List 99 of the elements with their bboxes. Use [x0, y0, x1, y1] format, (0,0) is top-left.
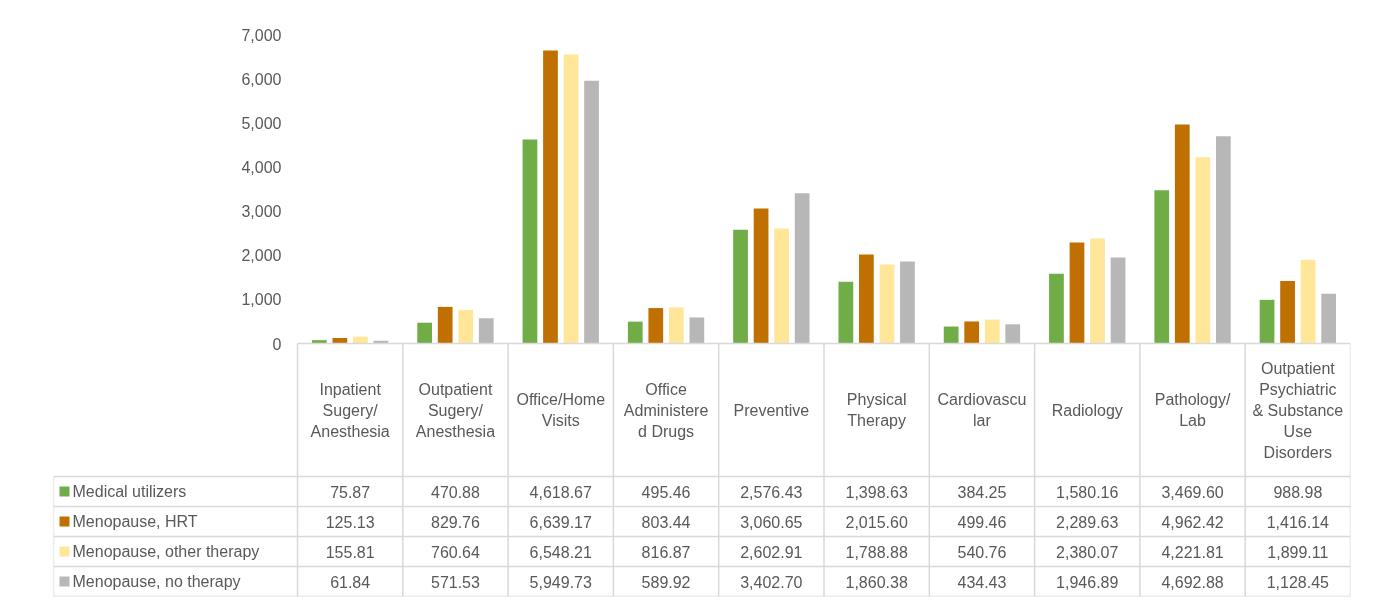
data-label: 4,618.67: [529, 483, 592, 501]
bar: [879, 264, 895, 344]
y-tick-label: 4,000: [241, 158, 282, 176]
bar: [984, 319, 1000, 344]
y-tick-label: 1,000: [241, 291, 282, 309]
data-label: 2,380.07: [1056, 543, 1119, 561]
bar: [1049, 273, 1064, 344]
bar: [417, 322, 433, 344]
y-tick-label: 6,000: [241, 70, 282, 88]
bar: [943, 326, 959, 344]
bar: [774, 228, 789, 344]
bar: [1280, 280, 1295, 344]
bar: [900, 261, 915, 344]
bar: [478, 318, 494, 344]
data-label: 4,221.81: [1161, 543, 1224, 561]
legend-label: Menopause, no therapy: [72, 573, 241, 590]
data-label: 803.44: [641, 513, 691, 531]
bar: [1090, 238, 1105, 344]
data-label: 3,402.70: [740, 573, 803, 591]
legend-label: Medical utilizers: [72, 483, 187, 500]
data-label: 1,860.38: [845, 573, 908, 591]
bar: [1215, 136, 1231, 344]
bar: [689, 317, 705, 344]
y-tick-label: 2,000: [241, 247, 282, 265]
x-tick-label: Inpatient Sugery/ Anesthesia: [310, 380, 390, 440]
data-label: 571.53: [430, 573, 481, 591]
bar: [1195, 157, 1211, 344]
data-label: 6,548.21: [529, 543, 592, 561]
bar: [838, 281, 854, 344]
bar: [1259, 299, 1275, 344]
bar: [437, 306, 453, 344]
bar: [311, 340, 327, 344]
data-label: 1,416.14: [1266, 513, 1330, 531]
x-tick-label: Preventive: [733, 401, 810, 419]
bar: [543, 50, 558, 344]
data-label: 3,469.60: [1161, 483, 1224, 501]
data-label: 1,398.63: [845, 483, 908, 501]
bar: [753, 208, 769, 344]
data-label: 125.13: [325, 513, 375, 531]
data-label: 2,015.60: [845, 513, 908, 531]
data-label: 75.87: [330, 483, 371, 501]
data-label: 760.64: [430, 543, 481, 561]
x-tick-label: Outpatient Psychiatric & Substance Use Disorders: [1252, 359, 1344, 461]
bar: [1321, 293, 1337, 344]
bar: [627, 321, 643, 344]
data-label: 5,949.73: [529, 573, 592, 591]
data-label: 589.92: [641, 573, 691, 591]
bar: [733, 229, 748, 344]
y-tick-label: 3,000: [241, 203, 282, 221]
x-tick-label: Outpatient Sugery/ Anesthesia: [415, 380, 496, 440]
bar: [859, 254, 874, 344]
y-tick-label: 0: [272, 335, 282, 353]
bar: [1154, 190, 1170, 344]
data-label: 829.76: [430, 513, 481, 531]
data-label: 4,692.88: [1161, 573, 1224, 591]
bar: [1005, 324, 1021, 344]
bar: [1069, 242, 1085, 344]
data-label: 2,602.91: [740, 543, 803, 561]
data-label: 470.88: [430, 483, 481, 501]
bar: [584, 80, 599, 344]
legend-label: Menopause, other therapy: [72, 543, 260, 560]
data-label: 1,580.16: [1056, 483, 1119, 501]
data-label: 1,946.89: [1056, 573, 1119, 591]
data-label: 61.84: [330, 573, 371, 591]
data-label: 988.98: [1273, 483, 1323, 501]
bar: [522, 139, 538, 344]
data-label: 384.25: [957, 483, 1007, 501]
data-label: 434.43: [957, 573, 1007, 591]
bar: [1174, 124, 1190, 344]
data-label: 1,128.45: [1266, 573, 1330, 591]
data-label: 540.76: [957, 543, 1007, 561]
x-tick-label: Pathology/ Lab: [1154, 391, 1231, 429]
data-label: 2,576.43: [740, 483, 803, 501]
data-label: 1,899.11: [1267, 543, 1329, 561]
y-tick-label: 7,000: [241, 26, 282, 44]
data-label: 3,060.65: [740, 513, 803, 531]
data-label: 2,289.63: [1056, 513, 1119, 531]
data-label: 495.46: [641, 483, 691, 501]
x-tick-label: Physical Therapy: [846, 391, 907, 429]
bar: [648, 308, 664, 344]
bar: [964, 321, 980, 344]
data-label: 4,962.42: [1161, 513, 1224, 531]
x-tick-label: Office Administered Drugs: [623, 380, 709, 440]
bar: [563, 54, 579, 344]
data-label: 1,788.88: [845, 543, 908, 561]
legend-label: Menopause, HRT: [72, 513, 198, 530]
data-label: 816.87: [641, 543, 691, 561]
bar: [1110, 257, 1126, 344]
bar: [458, 309, 474, 344]
data-label: 155.81: [325, 543, 375, 561]
y-tick-label: 5,000: [241, 114, 282, 132]
bar: [668, 307, 684, 344]
data-label: 6,639.17: [529, 513, 592, 531]
bar: [794, 193, 810, 344]
x-tick-label: Cardiovascular: [937, 391, 1027, 429]
x-tick-label: Office/Home Visits: [516, 391, 606, 429]
data-label: 499.46: [957, 513, 1007, 531]
x-tick-label: Radiology: [1051, 401, 1123, 419]
bar: [1300, 259, 1316, 344]
